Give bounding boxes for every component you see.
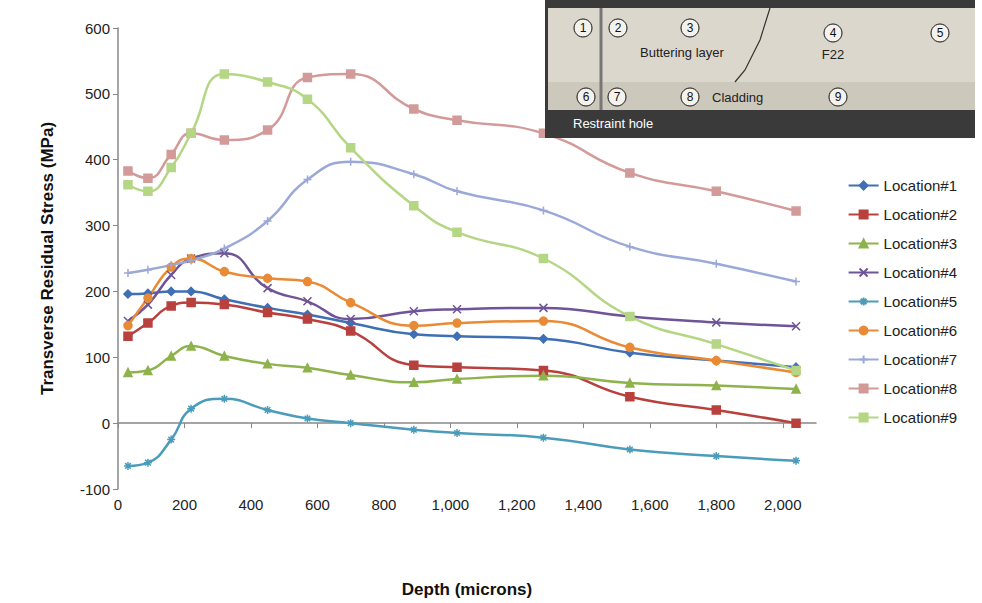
svg-text:Restraint hole: Restraint hole <box>573 116 653 131</box>
svg-text:Cladding: Cladding <box>712 90 763 105</box>
svg-text:500: 500 <box>85 85 110 102</box>
svg-text:2,000: 2,000 <box>764 496 802 513</box>
svg-text:5: 5 <box>937 26 944 40</box>
svg-text:9: 9 <box>835 90 842 104</box>
svg-text:300: 300 <box>85 217 110 234</box>
svg-text:Location#7: Location#7 <box>884 351 957 368</box>
svg-text:6: 6 <box>583 90 590 104</box>
svg-text:Transverse Residual Stress (MP: Transverse Residual Stress (MPa) <box>38 122 57 395</box>
svg-text:Location#9: Location#9 <box>884 409 957 426</box>
svg-text:600: 600 <box>85 20 110 37</box>
svg-text:F22: F22 <box>822 47 844 62</box>
svg-text:1: 1 <box>580 21 587 35</box>
svg-text:1,600: 1,600 <box>631 496 669 513</box>
svg-text:100: 100 <box>85 349 110 366</box>
svg-text:800: 800 <box>371 496 396 513</box>
svg-text:400: 400 <box>238 496 263 513</box>
svg-text:Location#6: Location#6 <box>884 322 957 339</box>
svg-text:0: 0 <box>114 496 122 513</box>
svg-text:Buttering layer: Buttering layer <box>640 45 724 60</box>
svg-text:3: 3 <box>687 21 694 35</box>
svg-text:Location#4: Location#4 <box>884 264 957 281</box>
svg-text:200: 200 <box>85 283 110 300</box>
svg-text:200: 200 <box>172 496 197 513</box>
svg-text:Location#2: Location#2 <box>884 206 957 223</box>
svg-text:Location#3: Location#3 <box>884 235 957 252</box>
svg-text:Depth (microns): Depth (microns) <box>402 580 532 599</box>
svg-text:1,800: 1,800 <box>698 496 736 513</box>
svg-text:Location#1: Location#1 <box>884 177 957 194</box>
svg-text:1,400: 1,400 <box>565 496 603 513</box>
svg-text:8: 8 <box>687 90 694 104</box>
svg-text:600: 600 <box>305 496 330 513</box>
svg-text:0: 0 <box>102 415 110 432</box>
svg-text:Location#5: Location#5 <box>884 293 957 310</box>
svg-text:1,200: 1,200 <box>498 496 536 513</box>
svg-text:4: 4 <box>830 26 837 40</box>
svg-text:400: 400 <box>85 151 110 168</box>
svg-text:Location#8: Location#8 <box>884 380 957 397</box>
svg-text:7: 7 <box>614 90 621 104</box>
svg-text:2: 2 <box>615 21 622 35</box>
svg-text:1,000: 1,000 <box>432 496 470 513</box>
svg-text:-100: -100 <box>80 481 110 498</box>
